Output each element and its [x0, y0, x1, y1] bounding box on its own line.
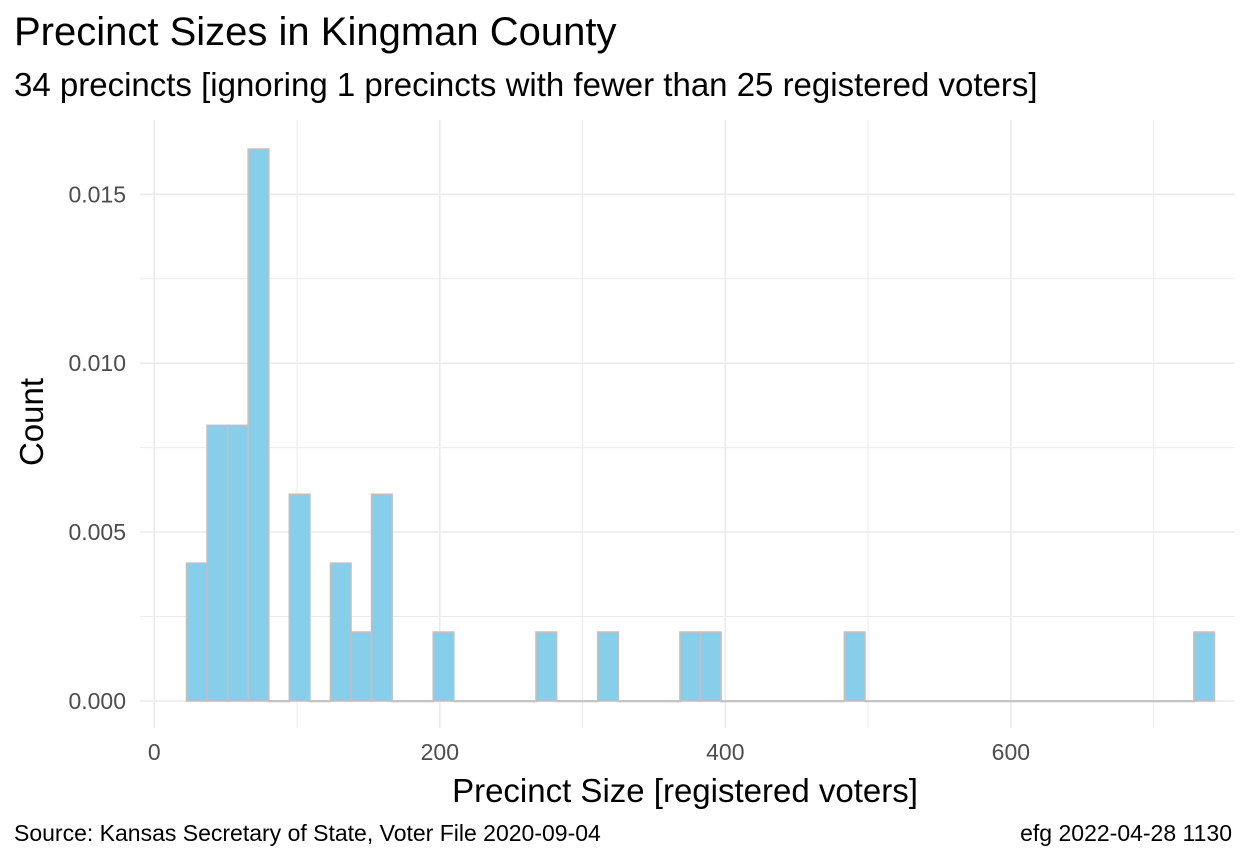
histogram-bar	[391, 700, 435, 703]
y-tick-label: 0.015	[68, 181, 126, 207]
x-tick-label: 200	[421, 739, 459, 765]
histogram-bar	[679, 631, 702, 702]
y-tick-label: 0.000	[68, 688, 126, 714]
x-tick-label: 600	[992, 739, 1030, 765]
x-axis-title: Precinct Size [registered voters]	[452, 772, 918, 809]
histogram-bar	[452, 700, 537, 703]
chart-title: Precinct Sizes in Kingman County	[14, 10, 617, 54]
histogram-bar	[699, 631, 722, 702]
histogram-bar	[864, 700, 1195, 703]
histogram-bar	[432, 631, 455, 702]
histogram-bar	[267, 700, 291, 703]
y-tick-label: 0.010	[68, 350, 126, 376]
credit-caption: efg 2022-04-28 1130	[1020, 820, 1232, 846]
histogram-bar	[350, 631, 373, 702]
histogram-bar	[206, 424, 229, 702]
histogram-bar	[1193, 631, 1216, 702]
minor-gridlines	[140, 120, 1235, 728]
histogram-bar	[555, 700, 599, 703]
histogram-bars	[185, 148, 1216, 703]
histogram-bar	[226, 424, 250, 702]
histogram-bar	[535, 631, 558, 702]
histogram-bar	[596, 631, 620, 702]
source-caption: Source: Kansas Secretary of State, Voter…	[14, 820, 601, 846]
histogram-bar	[843, 631, 866, 702]
histogram-bar	[370, 493, 393, 702]
histogram-bar	[288, 493, 311, 702]
chart-subtitle: 34 precincts [ignoring 1 precincts with …	[14, 66, 1038, 103]
y-tick-label: 0.005	[68, 519, 126, 545]
y-axis-ticks: 0.000 0.005 0.010 0.015	[68, 181, 126, 714]
histogram-bar	[720, 700, 846, 703]
histogram-bar	[309, 700, 332, 703]
x-axis-ticks: 0 200 400 600	[148, 739, 1030, 765]
histogram-bar	[617, 700, 681, 703]
x-tick-label: 400	[706, 739, 744, 765]
histogram-bar	[185, 562, 208, 702]
y-axis-title: Count	[13, 378, 50, 466]
x-tick-label: 0	[148, 739, 161, 765]
histogram-bar	[329, 562, 352, 702]
histogram-bar	[247, 148, 270, 702]
